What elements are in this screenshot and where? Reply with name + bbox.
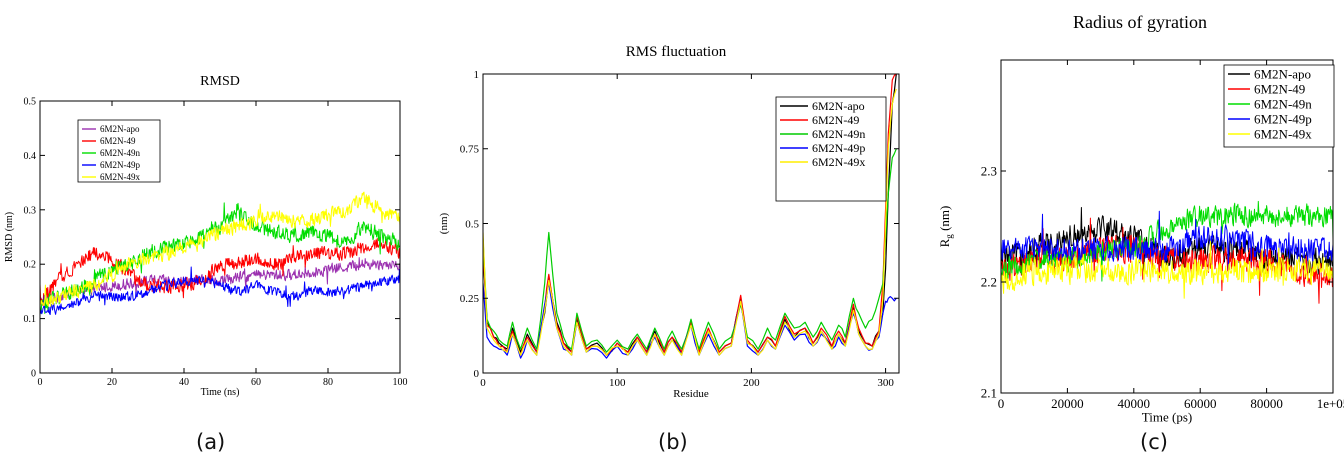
y-tick-label: 0 xyxy=(31,369,36,380)
legend-label: 6M2N-49n xyxy=(812,127,865,141)
rmsf-chart: RMS fluctuation 0 100 200 300 0 0.25 0.5 0.75 1 Re… xyxy=(438,44,900,400)
plot-frame xyxy=(1000,59,1334,394)
legend-label: 6M2N-49p xyxy=(812,141,865,155)
chart-title: RMSD xyxy=(200,74,240,89)
series-line-6M2N-49x xyxy=(1001,240,1333,299)
rg-chart: Radius of gyration 0 20000 40000 60000 80000 1… xyxy=(937,12,1344,425)
legend: 6M2N-apo 6M2N-49 6M2N-49n 6M2N-49p 6M2N-49x xyxy=(77,119,161,183)
series-line-6M2N-49x xyxy=(40,191,400,307)
legend-label: 6M2N-49p xyxy=(1254,112,1312,127)
x-tick-label: 300 xyxy=(877,377,894,389)
y-tick-label: 2.3 xyxy=(981,164,997,179)
legend-label: 6M2N-49n xyxy=(100,148,140,158)
legend-label: 6M2N-49x xyxy=(812,155,865,169)
x-tick-label: 60000 xyxy=(1184,396,1217,411)
rmsd-chart: RMSD 0 20 40 60 80 100 0 0.1 0.2 0.3 0.4 0.5 Time (ns… xyxy=(4,74,408,398)
x-tick-label: 20 xyxy=(107,377,117,388)
x-tick-label: 1e+05 xyxy=(1317,396,1344,411)
legend-label: 6M2N-apo xyxy=(100,124,140,134)
legend-label: 6M2N-apo xyxy=(1254,67,1311,82)
series-line-6M2N-49p xyxy=(40,266,400,315)
y-tick-label: 0.1 xyxy=(24,314,37,325)
x-axis-label: Residue xyxy=(673,388,709,400)
panel-label-b: (b) xyxy=(658,430,688,454)
x-axis-label: Time (ns) xyxy=(201,387,240,398)
x-tick-label: 100 xyxy=(609,377,626,389)
x-tick-label: 20000 xyxy=(1051,396,1084,411)
x-tick-label: 40 xyxy=(179,377,189,388)
y-tick-label: 0.4 xyxy=(24,151,37,162)
panel-label-c: (c) xyxy=(1140,430,1168,454)
legend-label: 6M2N-apo xyxy=(812,99,865,113)
legend-label: 6M2N-49n xyxy=(1254,97,1312,112)
series-group xyxy=(1001,200,1333,304)
legend-label: 6M2N-49 xyxy=(812,113,859,127)
x-tick-label: 100 xyxy=(393,377,408,388)
y-tick-label: 0.75 xyxy=(460,144,480,156)
legend-label: 6M2N-49p xyxy=(100,160,140,170)
legend-label: 6M2N-49 xyxy=(100,136,136,146)
panel-radius-of-gyration: Radius of gyration 0 20000 40000 60000 80000 1… xyxy=(910,0,1344,461)
series-line-6M2N-49p xyxy=(1001,210,1333,271)
series-line-6M2N-49 xyxy=(40,237,400,306)
panel-rms-fluctuation: RMS fluctuation 0 100 200 300 0 0.25 0.5 0.75 1 Re… xyxy=(438,0,910,461)
chart-title: Radius of gyration xyxy=(1073,12,1207,32)
x-tick-label: 200 xyxy=(743,377,760,389)
series-group xyxy=(483,74,897,359)
y-axis-label: RMSD (nm) xyxy=(4,212,15,262)
legend-box xyxy=(775,96,887,202)
x-tick-label: 60 xyxy=(251,377,261,388)
y-tick-label: 0.25 xyxy=(460,293,480,305)
legend-box xyxy=(77,119,161,183)
series-group xyxy=(40,191,400,315)
y-axis-label: (nm) xyxy=(438,212,450,234)
chart-title: RMS fluctuation xyxy=(626,44,727,60)
y-axis-label: Rg (nm) xyxy=(937,206,954,248)
y-tick-label: 0 xyxy=(474,368,480,380)
x-tick-label: 80000 xyxy=(1250,396,1283,411)
y-tick-label: 0.2 xyxy=(24,260,37,271)
x-tick-label: 0 xyxy=(998,396,1005,411)
x-tick-label: 80 xyxy=(323,377,333,388)
y-tick-label: 0.5 xyxy=(24,97,37,108)
legend-label: 6M2N-49x xyxy=(100,172,140,182)
x-tick-label: 0 xyxy=(38,377,43,388)
panel-rmsd: RMSD 0 20 40 60 80 100 0 0.1 0.2 0.3 0.4 0.5 Time (ns… xyxy=(0,0,440,461)
y-tick-label: 2.2 xyxy=(981,275,997,290)
y-tick-label: 2.1 xyxy=(981,386,997,401)
series-line-6M2N-49n xyxy=(40,202,400,314)
legend-label: 6M2N-49x xyxy=(1254,127,1312,142)
legend-label: 6M2N-49 xyxy=(1254,82,1305,97)
x-tick-label: 40000 xyxy=(1118,396,1151,411)
panel-label-a: (a) xyxy=(196,430,226,454)
plot-frame xyxy=(39,100,401,374)
series-line-6M2N-49p xyxy=(483,282,897,359)
series-line-6M2N-49x xyxy=(483,88,897,356)
y-tick-label: 0.3 xyxy=(24,205,37,216)
y-tick-label: 1 xyxy=(474,69,480,81)
y-tick-label: 0.5 xyxy=(465,218,479,230)
series-line-6M2N-49n xyxy=(483,148,897,353)
x-axis-label: Time (ps) xyxy=(1142,410,1192,425)
x-tick-label: 0 xyxy=(480,377,486,389)
